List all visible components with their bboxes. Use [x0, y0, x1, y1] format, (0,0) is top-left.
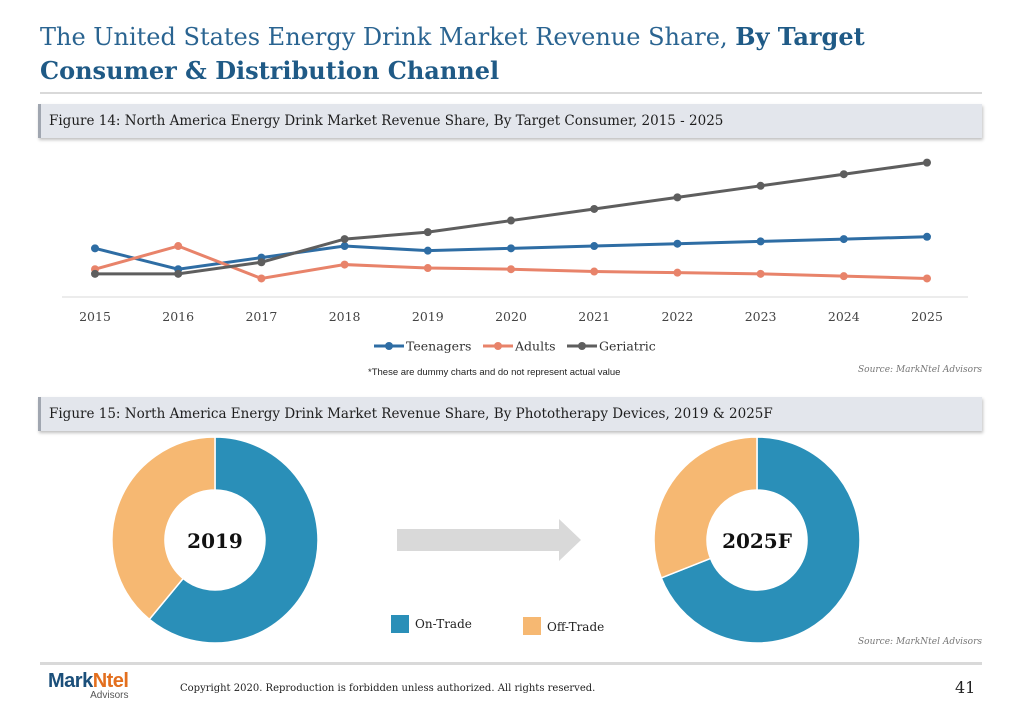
- legend-marker-geriatric: [578, 342, 586, 350]
- x-tick-label: 2018: [329, 309, 361, 324]
- data-point-geriatric: [839, 170, 848, 179]
- donut-charts: 2019 2025F: [111, 436, 861, 644]
- x-tick-label: 2016: [162, 309, 194, 324]
- data-point-teenagers: [839, 235, 848, 244]
- data-point-adults: [839, 272, 848, 281]
- footer-divider: [40, 662, 982, 665]
- x-tick-label: 2020: [495, 309, 527, 324]
- legend-label-adults: Adults: [514, 339, 556, 354]
- page-title-bold: By Target Consumer & Distribution Channe…: [40, 22, 865, 85]
- legend-marker-teenagers: [385, 342, 393, 350]
- dummy-chart-note: *These are dummy charts and do not repre…: [368, 367, 621, 378]
- data-point-teenagers: [340, 242, 349, 251]
- donut-slice-off-trade: [653, 436, 758, 579]
- data-point-teenagers: [673, 239, 682, 248]
- data-point-teenagers: [590, 242, 599, 251]
- legend-label-geriatric: Geriatric: [599, 339, 656, 354]
- figure14-caption: Figure 14: North America Energy Drink Ma…: [38, 104, 982, 138]
- data-point-teenagers: [91, 244, 99, 253]
- logo-wordmark: MarkNtel: [48, 671, 129, 691]
- data-point-adults: [923, 274, 931, 283]
- right-arrow-icon: [397, 519, 581, 561]
- figure15-source: Source: MarkNtel Advisors: [858, 637, 983, 647]
- legend-marker-adults: [494, 342, 502, 350]
- donut-slice-on-trade: [148, 436, 319, 644]
- copyright-text: Copyright 2020. Reproduction is forbidde…: [180, 683, 596, 694]
- data-point-adults: [340, 260, 349, 269]
- data-point-adults: [673, 268, 682, 277]
- x-tick-label: 2015: [79, 309, 111, 324]
- donut-slice-off-trade: [111, 436, 216, 621]
- data-point-geriatric: [923, 158, 931, 167]
- legend-swatch-on-trade: [391, 615, 409, 633]
- x-tick-label: 2023: [745, 309, 777, 324]
- logo-main-text: Mark: [48, 670, 93, 692]
- donut-center-label: 2019: [187, 529, 243, 553]
- data-point-teenagers: [756, 237, 765, 246]
- data-point-geriatric: [257, 258, 266, 267]
- logo-subtitle: Advisors: [90, 690, 129, 701]
- line-chart: 2015 2016 2017 2018 2019 2020 2021 2022 2023 2024…: [62, 158, 968, 354]
- donut-center-label: 2025F: [722, 529, 792, 553]
- x-tick-label: 2021: [578, 309, 610, 324]
- x-tick-label: 2025: [911, 309, 943, 324]
- data-point-adults: [174, 242, 183, 251]
- marknntel-logo: MarkNtel Advisors: [48, 671, 129, 701]
- data-point-geriatric: [91, 269, 99, 278]
- data-point-teenagers: [507, 244, 515, 253]
- legend-label-off-trade: Off-Trade: [547, 620, 605, 634]
- legend-swatch-off-trade: [523, 617, 541, 635]
- donut-slice-on-trade: [660, 436, 861, 644]
- data-point-geriatric: [590, 204, 599, 213]
- page-title: The United States Energy Drink Market Re…: [40, 20, 940, 88]
- data-point-adults: [257, 274, 266, 283]
- data-point-adults: [507, 265, 515, 274]
- x-tick-label: 2017: [245, 309, 277, 324]
- data-point-geriatric: [507, 216, 515, 225]
- figure14-source: Source: MarkNtel Advisors: [858, 365, 983, 375]
- page-number: 41: [955, 678, 976, 697]
- x-tick-label: 2022: [661, 309, 693, 324]
- data-point-geriatric: [340, 235, 349, 244]
- data-point-geriatric: [756, 181, 765, 190]
- data-point-adults: [590, 267, 599, 276]
- logo-accent-text: Ntel: [92, 670, 129, 692]
- page-title-regular: The United States Energy Drink Market Re…: [40, 23, 736, 51]
- data-point-geriatric: [673, 193, 682, 202]
- data-point-adults: [423, 264, 432, 273]
- figure15-caption: Figure 15: North America Energy Drink Ma…: [38, 397, 982, 431]
- data-point-geriatric: [174, 269, 183, 278]
- data-point-geriatric: [423, 228, 432, 237]
- title-divider: [40, 92, 982, 94]
- legend-label-on-trade: On-Trade: [415, 617, 472, 631]
- data-point-teenagers: [923, 232, 931, 241]
- x-tick-label: 2024: [828, 309, 860, 324]
- legend-label-teenagers: Teenagers: [406, 339, 471, 354]
- x-tick-label: 2019: [412, 309, 444, 324]
- data-point-teenagers: [423, 246, 432, 255]
- series-line-teenagers: [94, 235, 928, 271]
- data-point-adults: [756, 269, 765, 278]
